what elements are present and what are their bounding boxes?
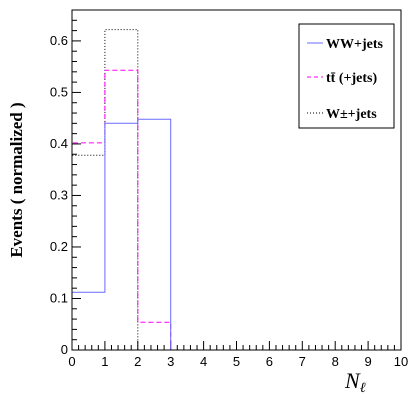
legend-box [298, 23, 395, 129]
x-tick-label: 3 [167, 354, 174, 369]
y-axis-label: Events ( normalized ) [7, 102, 26, 257]
plot-frame [71, 9, 402, 351]
legend-label-wjets: W±+jets [326, 107, 377, 122]
x-tick-label: 10 [394, 354, 408, 369]
x-axis-label: Nℓ [344, 368, 366, 396]
y-tick-label: 0.2 [50, 239, 68, 254]
y-tick-label: 0.3 [50, 187, 68, 202]
legend-label-wwjets: WW+jets [326, 37, 384, 52]
x-tick-label: 1 [101, 354, 108, 369]
y-tick-label: 0.6 [50, 33, 68, 48]
x-tick-label: 6 [266, 354, 273, 369]
x-tick-label: 8 [332, 354, 339, 369]
x-tick-label: 9 [364, 354, 371, 369]
series-ww-jets-histogram [71, 118, 401, 351]
x-tick-label: 0 [68, 354, 75, 369]
y-tick-label: 0 [61, 342, 68, 357]
x-tick-label: 2 [134, 354, 141, 369]
x-tick-label: 5 [233, 354, 240, 369]
legend: WW+jets tt̄ (+jets) W±+jets [298, 23, 395, 129]
y-tick-label: 0.5 [50, 84, 68, 99]
x-tick-label: 7 [299, 354, 306, 369]
x-tick-label: 4 [200, 354, 207, 369]
legend-label-ttbar: tt̄ (+jets) [326, 71, 377, 86]
y-tick-label: 0.1 [50, 290, 68, 305]
y-tick-label: 0.4 [50, 136, 68, 151]
